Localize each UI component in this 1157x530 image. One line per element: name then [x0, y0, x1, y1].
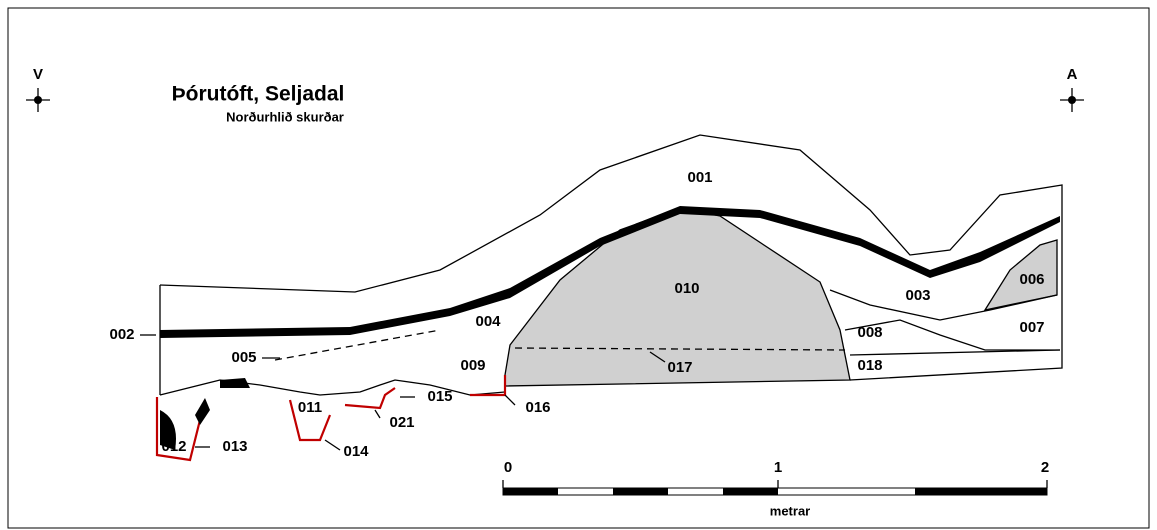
layer-label: 009	[460, 357, 485, 374]
layer-label: 010	[674, 280, 699, 297]
layer-label: 007	[1019, 319, 1044, 336]
title: Þórutóft, Seljadal	[172, 83, 345, 106]
layer-label: 021	[389, 414, 414, 431]
layer-label: 016	[525, 399, 550, 416]
layer-label: 018	[857, 357, 882, 374]
layer-label: 017	[667, 359, 692, 376]
leaders	[140, 334, 666, 451]
layer-label: 012	[161, 438, 186, 455]
scale-bar	[502, 480, 1048, 496]
layer-label: 002	[109, 326, 134, 343]
layer-label: 003	[905, 287, 930, 304]
crosshairs	[26, 88, 1084, 112]
orientation-right: A	[1067, 66, 1078, 83]
section	[155, 134, 1063, 462]
scale-unit: metrar	[770, 503, 810, 518]
layer-label: 015	[427, 388, 452, 405]
orientation-left: V	[33, 66, 43, 83]
layer-label: 005	[231, 349, 256, 366]
frame	[7, 7, 1150, 529]
scale-label: 1	[774, 459, 782, 476]
subtitle: Norðurhlið skurðar	[226, 109, 344, 124]
layer-label: 008	[857, 324, 882, 341]
layer-label: 014	[343, 443, 369, 460]
layer-label: 004	[475, 313, 501, 330]
layer-label: 011	[298, 399, 322, 416]
layer-label: 006	[1019, 271, 1044, 288]
layer-label: 001	[687, 169, 712, 186]
scale-label: 0	[504, 459, 512, 476]
layer-label: 013	[222, 438, 247, 455]
scale-label: 2	[1041, 459, 1049, 476]
